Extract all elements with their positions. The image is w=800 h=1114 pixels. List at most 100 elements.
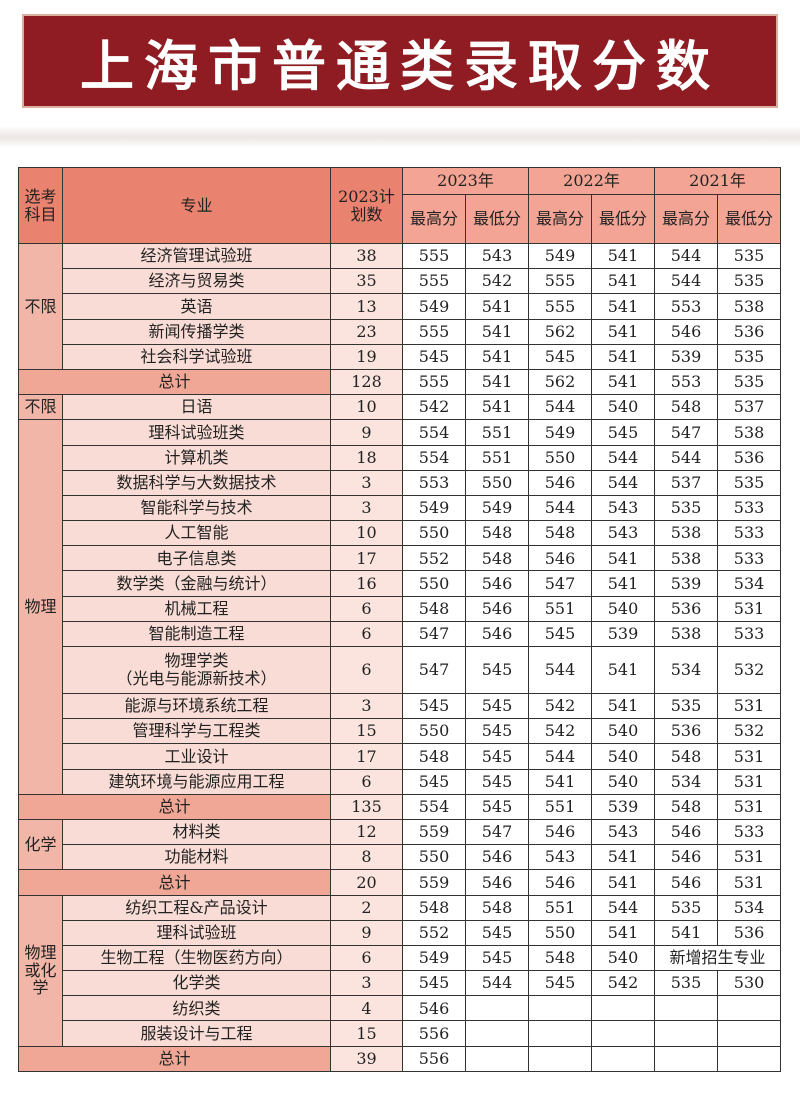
major-cell: 能源与环境系统工程 (62, 692, 331, 720)
table-row: 物理 理科试验班类 9 554 551 549 545 547 538 (18, 419, 782, 795)
score-cell: 544 (591, 894, 656, 921)
score-cell: 549 (464, 494, 530, 522)
major-cell: 人工智能 (62, 520, 331, 547)
table-row: 智能制造工程 6 547 546 545 539 538 533 (19, 620, 782, 648)
score-cell: 551 (528, 793, 593, 820)
score-cell: 537 (717, 394, 782, 421)
table-row: 计算机类 18 554 551 550 544 544 536 (19, 444, 782, 471)
score-cell: 541 (464, 368, 530, 396)
score-cell: 548 (654, 743, 719, 770)
plan-cell: 6 (330, 646, 403, 694)
major-cell: 理科试验班 (62, 919, 331, 946)
header-max-score: 最高分 (528, 194, 593, 244)
major-cell: 新闻传播学类 (62, 318, 331, 345)
score-cell: 541 (654, 919, 719, 946)
score-cell: 536 (654, 718, 719, 745)
plan-cell: 20 (330, 869, 403, 896)
major-cell: 理科试验班类 (62, 419, 331, 446)
major-cell: 机械工程 (62, 595, 331, 622)
score-cell: 547 (528, 570, 593, 597)
score-cell: 555 (402, 318, 466, 345)
major-cell: 物理学类 （光电与能源新技术） (62, 646, 331, 694)
score-cell: 544 (654, 444, 719, 471)
score-cell: 545 (464, 793, 530, 820)
score-cell: 536 (654, 595, 719, 622)
score-cell: 534 (654, 646, 719, 694)
table-row: 建筑环境与能源应用工程 6 545 545 541 540 534 531 (19, 768, 782, 795)
score-cell: 545 (402, 343, 466, 370)
score-cell: 545 (528, 970, 593, 997)
score-cell: 546 (528, 818, 593, 846)
score-cell: 550 (402, 844, 466, 871)
plan-cell: 35 (330, 268, 403, 295)
page-title: 上海市普通类录取分数 (80, 34, 720, 98)
score-cell: 541 (591, 343, 656, 370)
score-cell: 549 (402, 293, 466, 320)
score-cell: 535 (717, 343, 782, 370)
table-row: 电子信息类 17 552 548 546 541 538 533 (19, 545, 782, 572)
score-cell: 539 (654, 343, 719, 370)
plan-cell: 13 (330, 293, 403, 320)
plan-cell: 4 (330, 995, 403, 1022)
table-row: 工业设计 17 548 545 544 540 548 531 (19, 743, 782, 770)
score-cell: 546 (528, 869, 593, 896)
table-row: 生物工程（生物医药方向） 6 549 545 548 540 新增招生专业 (19, 944, 782, 972)
score-cell (717, 995, 782, 1022)
total-row: 总计 135 554 545 551 539 548 531 (18, 793, 782, 820)
plan-cell: 9 (330, 419, 403, 446)
score-cell: 545 (464, 768, 530, 795)
major-cell: 日语 (62, 394, 331, 421)
major-cell: 英语 (62, 293, 331, 320)
subject-cell: 不限 (18, 394, 63, 421)
plan-cell: 3 (330, 494, 403, 522)
score-cell: 544 (654, 268, 719, 295)
major-cell: 材料类 (62, 818, 331, 846)
table-row: 能源与环境系统工程 3 545 545 542 541 535 531 (19, 692, 782, 720)
score-cell: 544 (528, 494, 593, 522)
score-cell: 547 (402, 646, 466, 694)
score-cell: 543 (464, 242, 530, 270)
score-cell: 544 (654, 242, 719, 270)
score-cell: 555 (528, 268, 593, 295)
total-label: 总计 (18, 1045, 331, 1072)
score-cell (591, 1045, 656, 1072)
total-label: 总计 (18, 793, 331, 820)
score-cell: 546 (464, 570, 530, 597)
plan-cell: 6 (330, 944, 403, 972)
header-plan: 2023计划数 (330, 167, 403, 244)
score-cell: 545 (591, 419, 656, 446)
score-cell: 551 (528, 894, 593, 921)
score-cell (654, 1020, 719, 1047)
score-cell: 546 (654, 818, 719, 846)
score-cell: 548 (402, 743, 466, 770)
major-cell: 纺织类 (62, 995, 331, 1022)
plan-cell: 135 (330, 793, 403, 820)
score-cell (528, 1045, 593, 1072)
score-cell: 541 (464, 343, 530, 370)
plan-cell: 6 (330, 768, 403, 795)
score-cell: 544 (528, 394, 593, 421)
score-cell: 538 (654, 520, 719, 547)
score-cell: 533 (717, 545, 782, 572)
score-cell: 552 (402, 545, 466, 572)
score-cell: 546 (654, 318, 719, 345)
score-cell: 559 (402, 869, 466, 896)
score-cell: 549 (528, 419, 593, 446)
score-cell (591, 995, 656, 1022)
major-cell: 工业设计 (62, 743, 331, 770)
plan-cell: 3 (330, 970, 403, 997)
major-cell: 数学类（金融与统计） (62, 570, 331, 597)
score-cell: 545 (464, 743, 530, 770)
score-cell: 545 (464, 646, 530, 694)
score-cell: 553 (654, 293, 719, 320)
score-cell: 541 (591, 368, 656, 396)
score-cell: 541 (591, 293, 656, 320)
score-cell: 542 (591, 970, 656, 997)
score-cell: 548 (528, 944, 593, 972)
major-cell: 智能制造工程 (62, 620, 331, 648)
score-cell (591, 1020, 656, 1047)
score-cell: 530 (717, 970, 782, 997)
score-cell: 548 (402, 595, 466, 622)
plan-cell: 128 (330, 368, 403, 396)
admission-score-table: 选考科目 专业 2023计划数 2023年 2022年 2021年 最高分 最低分… (18, 167, 782, 1072)
